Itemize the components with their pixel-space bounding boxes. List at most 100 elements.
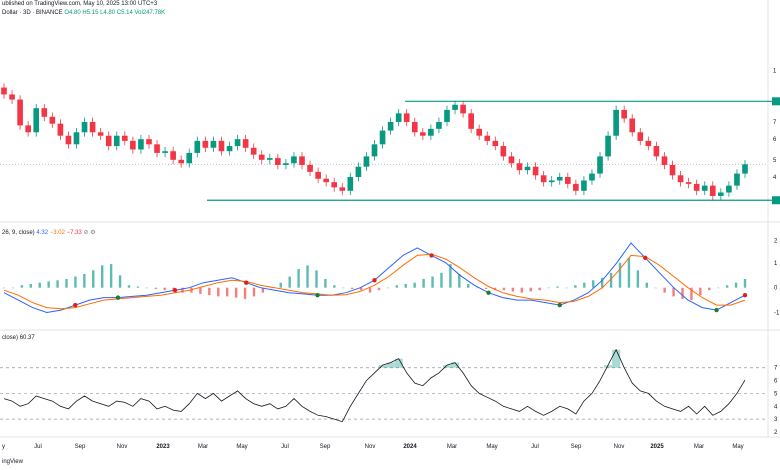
candle-down <box>564 177 571 184</box>
signal-value: −3.02 <box>49 230 65 236</box>
macd-histogram-bar <box>511 287 515 292</box>
candle-down <box>685 182 692 184</box>
time-axis-label: Mar <box>447 444 457 450</box>
macd-histogram-bar <box>154 287 157 289</box>
macd-histogram-bar <box>592 280 595 288</box>
macd-tick-label: 1 <box>774 261 778 267</box>
candle-down <box>178 159 185 164</box>
time-axis-label: Nov <box>614 444 625 450</box>
candle-up <box>138 139 144 150</box>
macd-histogram-bar <box>574 285 577 288</box>
macd-histogram-bar <box>145 287 149 289</box>
candle-down <box>307 164 313 172</box>
macd-histogram-bar <box>190 287 193 293</box>
candle-up <box>186 152 193 164</box>
macd-visibility-icon[interactable]: ⊘ ⚙ <box>83 230 96 236</box>
candle-down <box>500 146 507 157</box>
candle-down <box>677 175 684 183</box>
macd-histogram-bar <box>288 276 291 288</box>
macd-histogram-bar <box>699 287 702 296</box>
candle-down <box>653 146 660 157</box>
macd-histogram-bar <box>2 287 6 289</box>
macd-histogram-bar <box>306 265 309 288</box>
rsi-overbought-fill <box>378 365 387 368</box>
macd-params: 26, 9, close) <box>2 230 35 236</box>
candle-up <box>210 140 217 148</box>
candle-up <box>444 109 450 122</box>
candle-up <box>347 177 354 191</box>
macd-histogram-bar <box>690 287 693 301</box>
candle-down <box>250 147 257 155</box>
rsi-line <box>3 348 746 423</box>
macd-histogram-bar <box>520 287 524 293</box>
candle-down <box>57 123 64 136</box>
candle-down <box>89 121 96 133</box>
rsi-overbought-fill <box>394 358 403 368</box>
time-axis-label: Mar <box>694 444 704 450</box>
macd-histogram-bar <box>127 285 131 288</box>
macd-histogram-bar <box>234 287 238 298</box>
candle-down <box>411 121 418 133</box>
price-tick-label: 7 <box>773 120 777 126</box>
macd-histogram-bar <box>663 287 666 293</box>
hist-value: −7.33 <box>66 230 82 236</box>
candle-down <box>484 135 491 141</box>
candle-down <box>49 116 56 124</box>
macd-histogram-bar <box>163 287 166 291</box>
candle-up <box>548 180 555 183</box>
macd-histogram-bar <box>217 287 220 297</box>
macd-histogram-bar <box>270 287 274 289</box>
macd-histogram-bar <box>181 287 184 293</box>
macd-histogram-bar <box>252 287 256 297</box>
rsi-tick-label: 6 <box>774 379 778 385</box>
candle-down <box>645 140 652 147</box>
bearish-cross-dot <box>742 292 748 298</box>
candle-down <box>105 135 112 147</box>
macd-histogram-bar <box>654 287 657 289</box>
macd-histogram-bar <box>627 257 631 288</box>
macd-histogram-bar <box>199 287 202 294</box>
candle-up <box>428 128 434 136</box>
candle-down <box>121 135 128 141</box>
price-tick-label: 4 <box>773 175 777 181</box>
macd-histogram-bar <box>467 283 470 288</box>
time-axis-label: Jul <box>34 444 42 450</box>
macd-histogram-bar <box>324 279 327 288</box>
macd-histogram-bar <box>101 265 104 288</box>
candle-down <box>1 87 7 95</box>
macd-histogram-bar <box>225 287 229 297</box>
ohlc-low: L4.80 <box>100 10 116 16</box>
rsi-overbought-fill <box>612 349 621 368</box>
macd-value: 4.32 <box>36 230 49 236</box>
candle-up <box>589 173 595 181</box>
macd-histogram-bar <box>92 270 95 288</box>
macd-histogram-bar <box>440 272 443 288</box>
candle-down <box>218 140 225 152</box>
time-axis-label: Jul <box>531 444 539 450</box>
macd-histogram-bar <box>502 287 506 291</box>
candle-down <box>41 108 48 117</box>
bearish-cross-dot <box>244 280 249 285</box>
candle-up <box>234 139 241 147</box>
macd-histogram-bar <box>136 286 140 288</box>
macd-histogram-bar <box>377 287 381 291</box>
bearish-cross-dot <box>172 287 178 293</box>
candle-down <box>130 140 136 150</box>
macd-histogram-bar <box>47 281 50 288</box>
macd-histogram-bar <box>118 275 122 288</box>
candle-down <box>299 156 305 165</box>
bearish-cross-dot <box>643 255 648 261</box>
macd-histogram-bar <box>315 270 318 288</box>
candle-down <box>170 151 176 160</box>
time-axis-label: May <box>732 444 743 450</box>
macd-histogram-bar <box>725 285 729 288</box>
time-axis-label: Nov <box>117 444 128 450</box>
candle-up <box>452 104 458 110</box>
candle-up <box>33 108 40 133</box>
candle-down <box>492 140 499 147</box>
macd-histogram-bar <box>359 287 363 291</box>
candle-down <box>420 132 426 136</box>
candle-down <box>202 140 209 148</box>
candle-down <box>97 132 104 136</box>
